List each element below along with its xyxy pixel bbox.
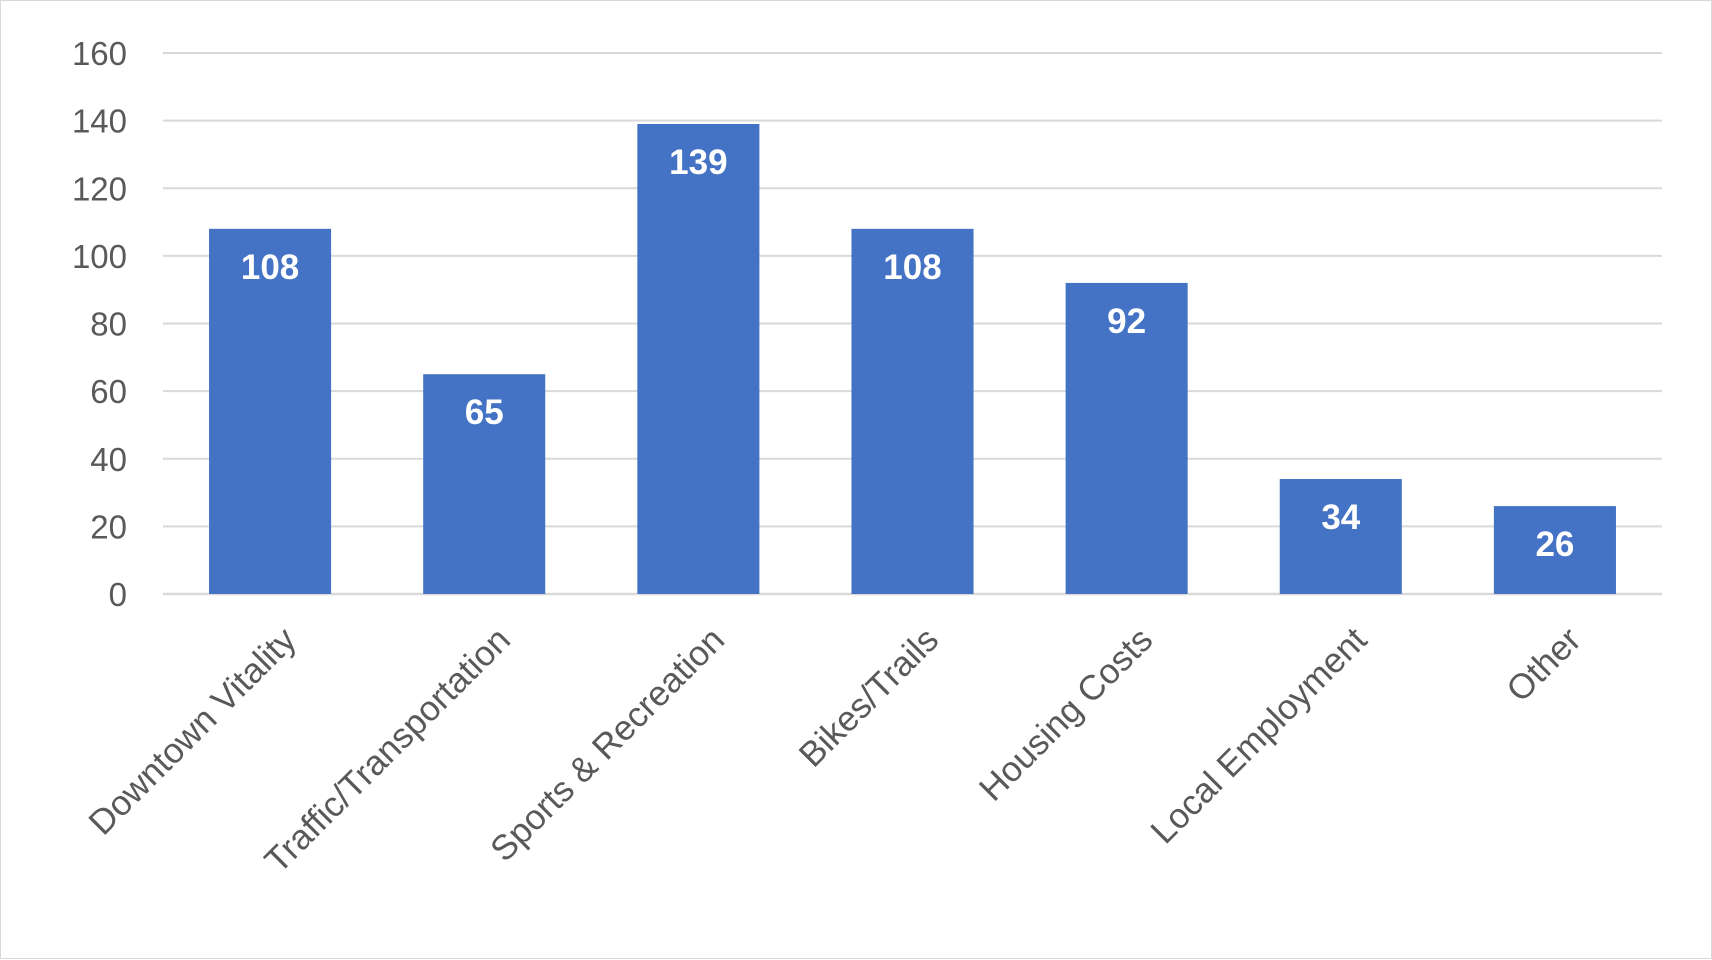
data-label: 139 [669, 143, 727, 182]
data-label: 34 [1321, 498, 1360, 537]
bar [209, 228, 332, 594]
x-tick-label: Local Employment [1143, 620, 1374, 851]
y-tick-label: 100 [72, 238, 127, 275]
x-axis-categories: Downtown VitalityTraffic/TransportationS… [81, 620, 1589, 881]
data-label: 26 [1535, 525, 1574, 564]
data-label: 108 [883, 248, 941, 287]
y-tick-label: 60 [90, 373, 127, 410]
bar [851, 228, 974, 594]
bar [1065, 282, 1188, 594]
y-tick-label: 80 [90, 306, 127, 343]
x-tick-label: Bikes/Trails [792, 620, 947, 775]
y-tick-label: 120 [72, 170, 127, 207]
x-tick-label: Traffic/Transportation [257, 620, 517, 880]
data-label: 108 [241, 248, 299, 287]
bar [637, 124, 760, 594]
x-tick-label: Other [1499, 620, 1589, 710]
bar [1279, 479, 1402, 594]
bars [209, 124, 1616, 594]
y-axis-ticks: 0 20 40 60 80 100 120 140 160 [72, 35, 127, 613]
x-tick-label: Downtown Vitality [81, 620, 304, 843]
data-label: 92 [1107, 302, 1146, 341]
data-label: 65 [465, 393, 504, 432]
y-tick-label: 20 [90, 508, 127, 545]
x-tick-label: Housing Costs [972, 620, 1161, 809]
y-tick-label: 40 [90, 441, 127, 478]
y-tick-label: 140 [72, 103, 127, 140]
x-tick-label: Sports & Recreation [483, 620, 732, 869]
data-labels: 108 65 139 108 92 34 26 [241, 143, 1575, 564]
bar [423, 374, 546, 594]
bar [1493, 506, 1616, 594]
y-tick-label: 0 [109, 576, 127, 613]
y-tick-label: 160 [72, 35, 127, 72]
